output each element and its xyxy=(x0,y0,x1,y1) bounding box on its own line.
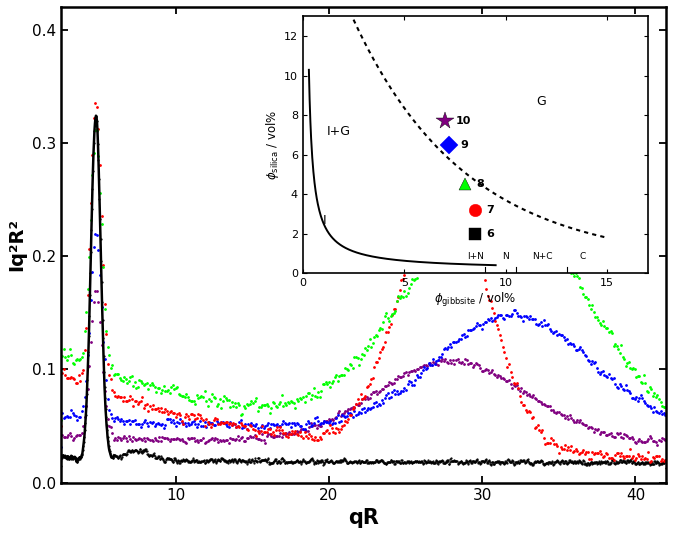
X-axis label: qR: qR xyxy=(348,508,379,528)
Y-axis label: Iq²R²: Iq²R² xyxy=(7,218,26,271)
